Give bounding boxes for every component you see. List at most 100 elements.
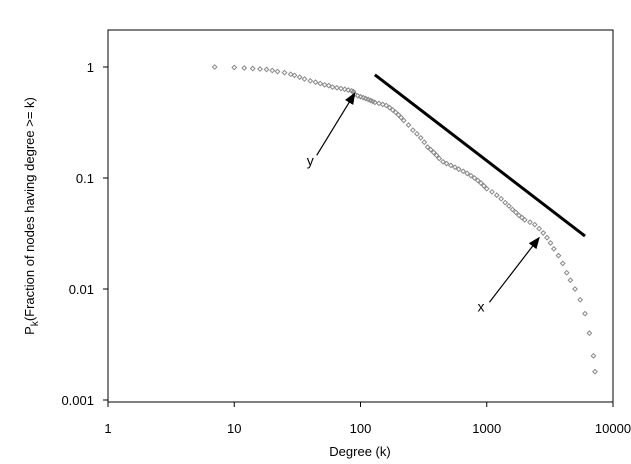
data-point [386,104,393,111]
data-point [512,209,519,216]
y-axis: 1 0.1 0.01 0.001 [61,60,108,408]
data-point [483,185,490,192]
data-point [567,277,574,284]
data-point [379,101,386,108]
data-point [376,100,382,107]
data-point [582,310,588,317]
x-tick-label: 100 [350,421,372,436]
data-point [433,152,440,159]
data-point [211,64,218,70]
data-point [409,127,416,134]
data-point [281,69,288,76]
data-point [231,64,238,71]
y-tick-label: 1 [87,60,94,75]
data-point [509,206,516,213]
data-point [430,149,437,156]
data-point [440,158,446,165]
data-point [460,168,467,175]
data-point [405,122,412,128]
data-point [329,84,336,90]
plot-area [107,29,614,403]
x-tick-label: 10 [227,421,241,436]
data-point [455,166,462,173]
reference-line [373,73,586,238]
data-point [540,230,547,236]
data-point [383,102,390,109]
data-point [325,82,332,89]
data-point [417,134,424,141]
x-tick-label: 10000 [595,421,631,436]
data-point [493,192,500,199]
data-point [531,221,538,228]
data-point [269,67,276,74]
data-point [481,182,487,189]
data-point [447,162,454,169]
data-point [263,66,270,73]
data-point [392,109,399,116]
annotation-label-x: x [477,298,484,314]
annotations: yx [307,92,540,314]
data-point [563,269,570,276]
annotation-label-y: y [307,152,314,168]
data-point [436,155,443,162]
data-point [443,160,450,167]
data-point [321,81,328,88]
data-point [544,234,550,241]
data-point [398,114,405,121]
data-point [468,172,474,179]
data-point [301,76,308,82]
data-point [333,84,340,91]
data-point [257,66,263,72]
data-point [291,72,298,79]
data-point [516,212,522,219]
y-tick-label: 0.01 [69,282,94,297]
data-point [559,260,566,267]
data-point [427,146,434,153]
data-point [421,139,428,146]
data-point [241,65,248,71]
data-point [577,296,584,303]
x-tick-label: 1000 [472,421,501,436]
data-point [452,164,458,171]
x-tick-label: 1 [104,421,111,436]
data-point [572,286,578,292]
data-point [471,175,478,181]
annotation-arrow-y [316,92,356,156]
data-point [506,203,512,209]
data-point [307,77,314,84]
annotation-arrow-x [488,236,540,303]
data-point [586,330,593,337]
data-point [371,99,378,106]
data-point [521,216,528,223]
data-point [287,71,294,78]
y-axis-title-rest: (Fraction of nodes having degree >= k) [22,97,37,321]
data-point [296,74,303,81]
data-point [274,68,281,75]
data-point [341,86,348,93]
data-point [498,195,505,202]
data-point [550,245,557,252]
data-point [590,352,597,359]
data-point [338,85,344,92]
data-point [527,219,533,226]
data-point [502,199,509,206]
y-tick-label: 0.1 [76,171,94,186]
data-point [354,92,361,99]
data-point [312,79,319,86]
y-axis-title-main: P [22,326,37,335]
data-point [478,180,484,186]
x-axis-title: Degree (k) [329,444,390,459]
y-axis-title: Pk(Fraction of nodes having degree >= k) [22,97,41,335]
data-point [489,188,495,195]
data-series [211,64,598,375]
data-point [547,240,554,246]
data-point [249,65,256,72]
y-axis-title-subscript: k [30,320,41,326]
data-point [536,225,543,232]
data-point [474,177,481,184]
x-axis: 1 10 100 1000 10000 [104,402,631,436]
y-tick-label: 0.001 [61,393,94,408]
data-point [395,112,402,118]
data-point [464,170,471,177]
